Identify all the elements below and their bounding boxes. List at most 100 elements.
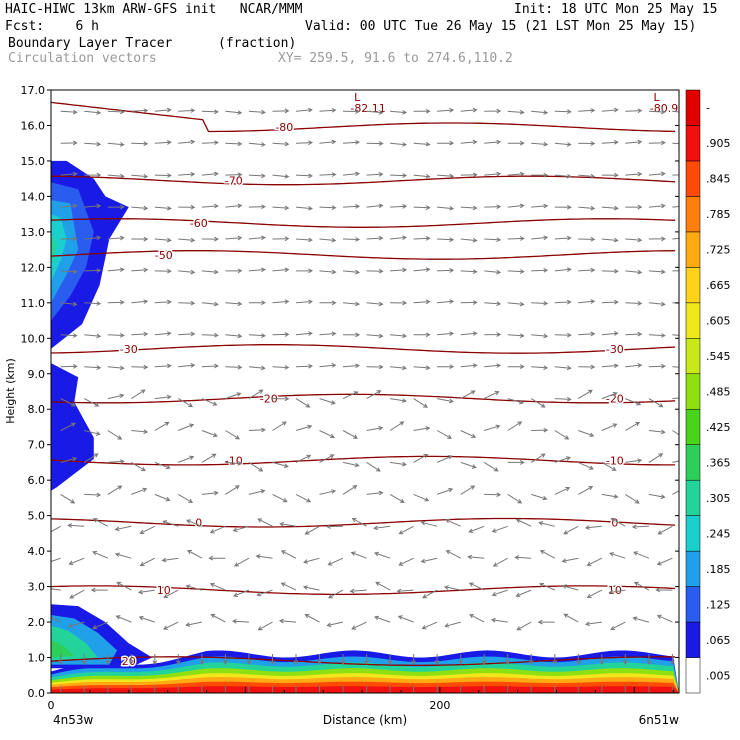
vector-arrow bbox=[83, 453, 99, 463]
header-title: HAIC-HIWC 13km ARW-GFS init NCAR/MMM bbox=[5, 2, 303, 17]
vector-arrow bbox=[84, 235, 102, 241]
vector-arrow bbox=[437, 173, 455, 179]
vector-arrow bbox=[233, 589, 250, 597]
vector-arrow bbox=[366, 490, 384, 496]
vector-arrow bbox=[625, 363, 643, 368]
vector-arrow bbox=[631, 524, 649, 530]
vector-arrow bbox=[67, 523, 85, 528]
vector-arrow bbox=[60, 364, 78, 369]
contour-label: -30 bbox=[606, 343, 624, 356]
vector-arrow bbox=[51, 588, 61, 591]
vector-arrow bbox=[154, 268, 172, 274]
vector-arrow bbox=[349, 588, 367, 594]
vector-arrow bbox=[154, 173, 172, 178]
vector-arrow bbox=[107, 204, 125, 210]
vector-arrow bbox=[366, 235, 384, 241]
vector-arrow bbox=[599, 685, 605, 693]
y-axis-label: Height (km) bbox=[4, 358, 17, 424]
vector-arrow bbox=[460, 237, 478, 243]
vector-arrow bbox=[69, 589, 85, 599]
vector-arrow bbox=[460, 107, 478, 113]
vector-arrow bbox=[483, 461, 499, 472]
vector-arrow bbox=[131, 299, 149, 304]
vector-arrow bbox=[84, 110, 102, 115]
vector-arrow bbox=[319, 454, 335, 463]
vector-arrow bbox=[445, 518, 461, 527]
vector-arrow bbox=[131, 364, 149, 370]
vector-arrow bbox=[295, 363, 314, 369]
vector-arrow bbox=[175, 685, 181, 693]
vector-arrow bbox=[467, 554, 485, 560]
vector-arrow bbox=[131, 205, 149, 211]
vector-arrow bbox=[460, 205, 478, 211]
colorbar-swatch bbox=[685, 444, 701, 481]
vector-arrow bbox=[584, 621, 602, 627]
vector-arrow bbox=[608, 589, 626, 595]
vector-arrow bbox=[342, 204, 361, 209]
vector-arrow bbox=[413, 426, 431, 431]
vector-arrow bbox=[295, 493, 312, 503]
vector-arrow bbox=[92, 518, 109, 527]
vector-arrow bbox=[84, 333, 102, 339]
colorbar-swatch bbox=[685, 267, 701, 304]
vector-arrow bbox=[154, 237, 172, 243]
vector-arrow bbox=[390, 173, 408, 178]
vector-arrow bbox=[554, 109, 572, 115]
vector-arrow bbox=[319, 139, 337, 145]
vector-arrow bbox=[672, 174, 679, 176]
vector-arrow bbox=[107, 267, 125, 273]
vector-arrow bbox=[437, 140, 455, 146]
vector-arrow bbox=[437, 331, 455, 337]
vector-arrow bbox=[364, 685, 369, 693]
vector-arrow bbox=[107, 365, 125, 371]
vector-arrow bbox=[531, 365, 549, 371]
vector-arrow bbox=[364, 654, 369, 666]
colorbar-swatch bbox=[685, 196, 701, 233]
header-valid-time: Valid: 00 UTC Tue 26 May 15 (21 LST Mon … bbox=[305, 19, 697, 34]
vector-arrow bbox=[599, 654, 605, 666]
vector-arrow bbox=[225, 110, 243, 115]
colorbar-label: .485 bbox=[706, 386, 731, 399]
colorbar-label: .905 bbox=[706, 137, 731, 150]
vector-arrow bbox=[366, 390, 382, 400]
vector-arrow bbox=[342, 139, 361, 145]
vector-arrow bbox=[327, 557, 344, 566]
colorbar-label: .545 bbox=[706, 350, 731, 363]
x-endpoint-left: 4n53w bbox=[53, 713, 94, 727]
vector-arrow bbox=[434, 685, 440, 693]
extremum-marker: L bbox=[654, 91, 661, 104]
vector-arrow bbox=[554, 204, 572, 210]
vector-arrow bbox=[374, 615, 391, 623]
field-units: (fraction) bbox=[218, 36, 297, 51]
vector-arrow bbox=[586, 557, 603, 566]
vector-arrow bbox=[515, 589, 532, 597]
vector-arrow bbox=[154, 461, 171, 470]
vector-arrow bbox=[231, 618, 249, 624]
vector-arrow bbox=[139, 557, 156, 567]
vector-arrow bbox=[413, 267, 431, 273]
colorbar-swatch bbox=[685, 550, 701, 587]
vector-arrow bbox=[201, 203, 219, 209]
vector-arrow bbox=[366, 268, 384, 274]
vector-arrow bbox=[342, 485, 358, 495]
colorbar-swatch bbox=[685, 373, 701, 410]
vector-arrow bbox=[625, 493, 640, 504]
vector-arrow bbox=[601, 493, 619, 499]
vector-arrow bbox=[531, 141, 549, 147]
vector-arrow bbox=[138, 615, 155, 623]
vector-arrow bbox=[319, 489, 337, 495]
vector-arrow bbox=[201, 140, 219, 145]
vector-arrow bbox=[175, 654, 181, 666]
vector-arrow bbox=[554, 365, 572, 371]
vector-arrow bbox=[319, 107, 337, 113]
vector-arrow bbox=[68, 557, 85, 566]
vector-arrow bbox=[154, 421, 170, 431]
colorbar-label: .365 bbox=[706, 456, 731, 469]
vector-arrow bbox=[60, 236, 78, 242]
vector-arrow bbox=[443, 585, 461, 591]
vector-arrow bbox=[609, 552, 626, 559]
colorbar-label: .605 bbox=[706, 315, 731, 328]
vector-arrow bbox=[185, 621, 202, 627]
vector-arrow bbox=[248, 267, 266, 273]
vector-arrow bbox=[586, 589, 603, 598]
